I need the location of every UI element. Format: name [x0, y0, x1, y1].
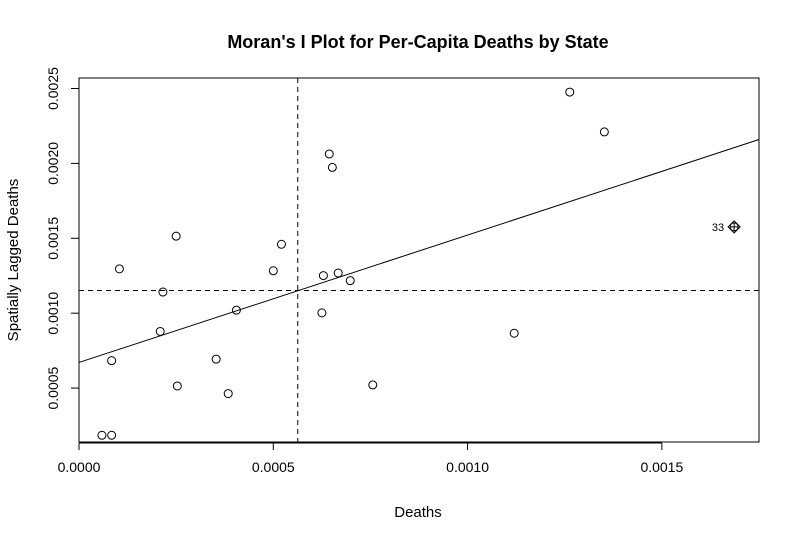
influential-point: 33: [712, 220, 741, 234]
data-point: [211, 354, 221, 364]
regression-line-group: [78, 139, 760, 363]
data-points: 33: [97, 87, 741, 440]
data-point: [599, 127, 609, 137]
data-point: [107, 356, 117, 366]
data-point: [155, 326, 165, 336]
data-point: [268, 266, 278, 276]
data-point: [318, 271, 328, 281]
data-point: [172, 381, 182, 391]
y-tick-label: 0.0020: [45, 142, 61, 185]
y-axis-label: Spatially Lagged Deaths: [5, 179, 22, 342]
data-point: [276, 239, 286, 249]
regression-line: [78, 139, 760, 363]
x-tick-label: 0.0000: [58, 459, 101, 475]
data-point: [368, 380, 378, 390]
data-point: [171, 231, 181, 241]
data-point: [324, 149, 334, 159]
y-axis: 0.0005 0.0010 0.0015 0.0020 0.0025: [45, 67, 80, 409]
data-point: [327, 162, 337, 172]
y-tick-label: 0.0010: [45, 292, 61, 335]
influential-point-diamond: [727, 220, 741, 234]
x-axis-label: Deaths: [394, 504, 442, 521]
data-point: [333, 268, 343, 278]
data-point: [107, 430, 117, 440]
data-point: [158, 287, 168, 297]
data-point: [509, 328, 519, 338]
x-axis: 0.0000 0.0005 0.0010 0.0015: [58, 442, 683, 475]
x-tick-label: 0.0005: [252, 459, 295, 475]
influential-point-label: 33: [712, 222, 724, 234]
y-tick-label: 0.0025: [45, 67, 61, 110]
data-point: [565, 87, 575, 97]
data-point: [114, 264, 124, 274]
x-tick-label: 0.0015: [640, 459, 683, 475]
data-point: [97, 430, 107, 440]
data-point: [317, 308, 327, 318]
data-point: [345, 276, 355, 286]
reference-lines: [79, 78, 759, 442]
x-tick-label: 0.0010: [446, 459, 489, 475]
y-tick-label: 0.0005: [45, 366, 61, 409]
y-tick-label: 0.0015: [45, 217, 61, 260]
data-point: [223, 389, 233, 399]
data-point: [231, 305, 241, 315]
chart-title: Moran's I Plot for Per-Capita Deaths by …: [227, 32, 608, 52]
